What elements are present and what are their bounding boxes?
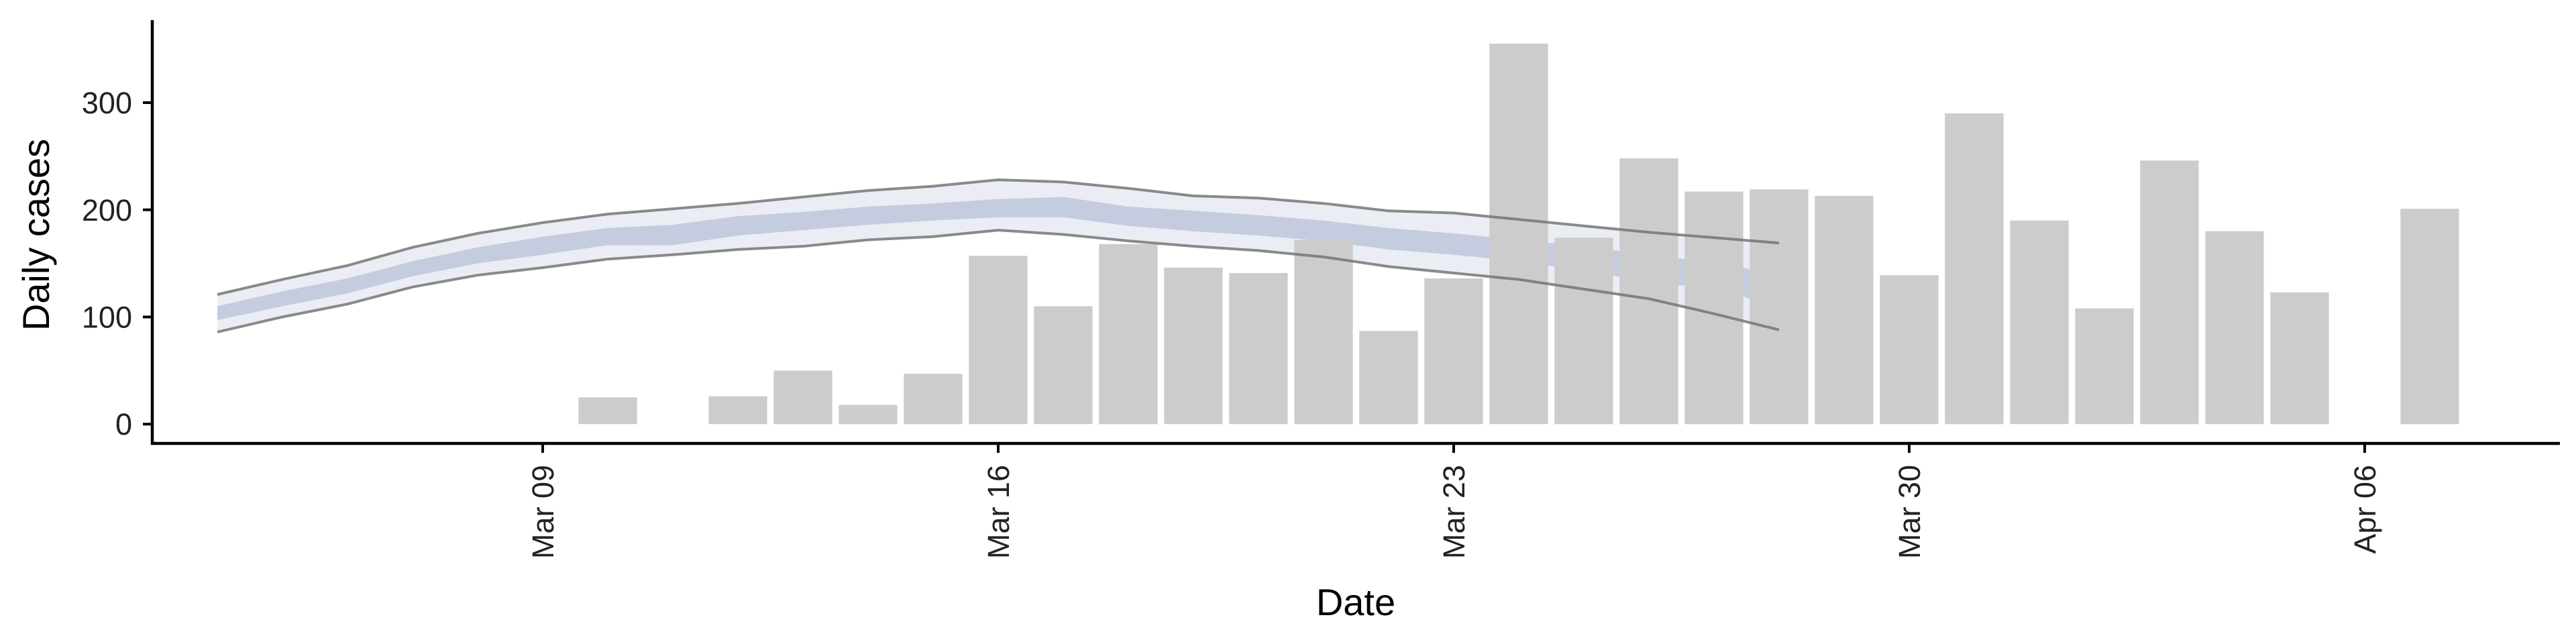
bar	[1099, 244, 1158, 425]
y-ticks: 0 100 200 300	[82, 86, 152, 441]
bar	[1489, 44, 1548, 425]
y-tick-label: 300	[82, 86, 132, 120]
band-outlines	[217, 178, 1780, 333]
y-tick-label: 0	[115, 407, 132, 441]
x-tick-label: Mar 30	[1892, 465, 1927, 559]
daily-case-bars	[578, 44, 2459, 425]
bar	[1294, 239, 1353, 425]
bar	[773, 370, 833, 425]
band-lower-line	[217, 229, 1780, 333]
bar	[2010, 220, 2069, 425]
bar	[904, 374, 963, 425]
bar	[578, 397, 637, 425]
bar	[1945, 113, 2004, 425]
y-axis-title: Daily cases	[15, 139, 57, 331]
x-ticks: Mar 09 Mar 16 Mar 23 Mar 30 Apr 06	[526, 443, 2382, 559]
bar	[1880, 275, 1939, 425]
bar	[1554, 237, 1613, 425]
band-90	[217, 180, 1779, 332]
bar	[1619, 158, 1678, 425]
bar	[2075, 308, 2134, 425]
bar	[1229, 273, 1288, 425]
estimate-bands	[217, 180, 1779, 332]
band-upper-line	[217, 178, 1780, 296]
bar	[839, 405, 898, 425]
x-axis-title: Date	[1316, 581, 1395, 623]
bar	[1359, 331, 1418, 425]
bar	[708, 396, 767, 425]
bar	[969, 256, 1028, 425]
y-tick-label: 100	[82, 300, 132, 334]
x-tick-label: Mar 23	[1437, 465, 1471, 559]
x-tick-label: Mar 16	[981, 465, 1016, 559]
x-tick-label: Mar 09	[526, 465, 560, 559]
axes	[150, 20, 2560, 445]
y-tick-label: 200	[82, 193, 132, 227]
bar	[1424, 278, 1483, 425]
bar	[2205, 231, 2264, 425]
bar	[1815, 196, 1874, 425]
x-tick-label: Apr 06	[2348, 465, 2382, 554]
bar	[2270, 292, 2329, 425]
bar	[1034, 306, 1093, 425]
bar	[1750, 189, 1809, 425]
bar	[2140, 160, 2199, 425]
bar	[2400, 209, 2459, 425]
bar	[1164, 268, 1223, 425]
